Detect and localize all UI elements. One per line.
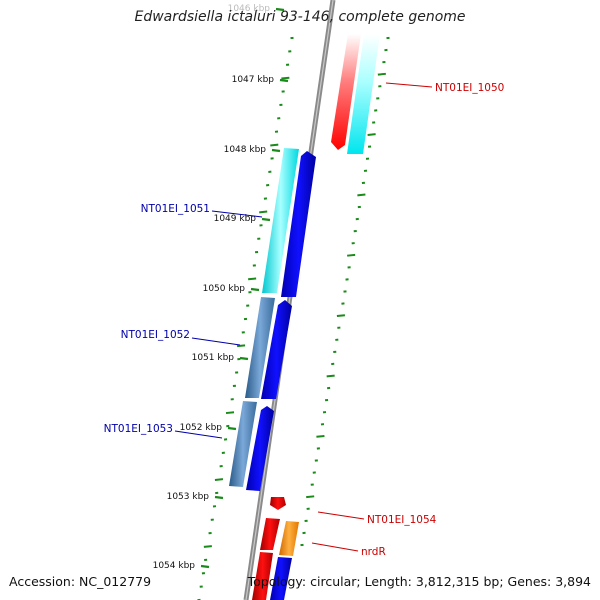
ruler-tick [306,495,315,499]
feature-label[interactable]: NT01EI_1053 [104,423,173,435]
accession-label: Accession: NC_012779 [9,574,152,589]
tick-track-right [300,36,390,547]
genome-backbone-highlight [245,0,334,600]
cds-orange-bar[interactable] [279,521,299,556]
ruler-major-tick [227,426,237,431]
cds-NT01EI_1050[interactable] [331,34,380,154]
feature-leader-line [317,511,365,520]
cds-blue-arrow[interactable] [246,406,274,491]
ruler-major-tick [279,78,289,83]
ruler-label: 1046 kbp [228,4,271,14]
ruler-label: 1047 kbp [232,75,275,85]
ruler-major-tick [275,7,285,12]
ruler-major-tick [271,148,281,153]
cds-NT01EI_1053[interactable] [229,401,274,491]
cds-blue-bar[interactable] [270,557,292,600]
ruler-tick [214,478,224,481]
ruler-label: 1051 kbp [192,353,235,363]
cds-cyan-bar[interactable] [262,148,299,293]
cds-blue-arrow[interactable] [261,300,292,399]
tick-track-left [197,36,294,600]
ruler-major-tick [200,564,210,569]
feature-label[interactable]: nrdR [361,546,386,558]
ruler-label: 1048 kbp [224,145,267,155]
ruler-tick [248,277,257,281]
cds-nrdR[interactable] [252,518,299,600]
ruler-tick [259,210,268,214]
ruler-tick [203,545,212,548]
ruler-major-tick [250,287,260,292]
ruler-labels: 1046 kbp 1047 kbp 1048 kbp 1049 kbp 1050 kbp… [153,4,289,571]
ruler-tick [225,411,235,415]
ruler-major-tick [214,495,224,500]
cds-cyan-bar[interactable] [347,34,380,154]
feature-label[interactable]: NT01EI_1052 [121,329,190,341]
cds-red-arrow[interactable] [331,34,361,150]
feature-leader-line [211,210,263,218]
ruler-label: 1050 kbp [203,284,246,294]
feature-label[interactable]: NT01EI_1050 [435,82,504,94]
ruler-tick [336,314,346,318]
ruler-major-tick [261,217,271,222]
ruler-tick [367,133,376,136]
ruler-tick [326,374,335,378]
cds-steel-bar[interactable] [229,401,257,487]
ruler-tick [347,253,356,257]
ruler-tick [270,143,279,147]
ruler-label: 1054 kbp [153,561,196,571]
feature-leader-line [191,337,241,346]
cds-NT01EI_1052[interactable] [245,297,292,399]
feature-label[interactable]: NT01EI_1054 [367,514,437,526]
cds-NT01EI_1054[interactable] [270,497,286,510]
cds-steel-bar[interactable] [245,297,275,398]
ruler-label: 1053 kbp [167,492,210,502]
ruler-major-tick [239,356,249,361]
feature-leader-line [311,542,359,552]
ruler-label: 1049 kbp [214,214,257,224]
ruler-tick [377,72,386,76]
ruler-tick [357,193,366,197]
feature-label[interactable]: NT01EI_1051 [141,203,210,215]
cds-NT01EI_1051[interactable] [262,148,316,297]
ruler-tick [236,344,246,348]
cds-red-bar-2[interactable] [252,552,273,600]
topology-label: Topology: circular; Length: 3,812,315 bp… [247,574,591,589]
cds-red-arrow[interactable] [270,497,286,510]
ruler-tick [316,434,325,438]
map-title: Edwardsiella ictaluri 93-146, complete g… [134,9,466,25]
feature-labels: NT01EI_1050 NT01EI_1051 NT01EI_1052 NT01EI_… [104,82,505,558]
cds-red-bar[interactable] [260,518,280,550]
feature-leader-line [385,82,433,88]
ruler-tick [281,76,290,80]
feature-leader-line [174,430,223,439]
ruler-label: 1052 kbp [180,423,223,433]
cds-blue-arrow[interactable] [281,151,316,297]
